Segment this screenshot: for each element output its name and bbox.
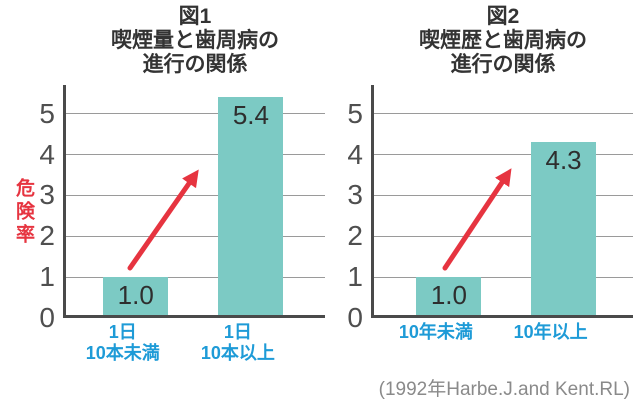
gridline (65, 113, 325, 115)
x-category-label: 1日 10本未満 (85, 322, 160, 363)
y-tick-label: 3 (39, 179, 55, 211)
bar-value-label: 4.3 (545, 145, 582, 176)
chart-figure1-smoking-amount: 図1 喫煙量と歯周病の 進行の関係 0 1 2 3 4 5 1.0 1日 10本未満 5.4 1日… (39, 5, 325, 363)
y-axis-title: 危険率 (13, 178, 34, 247)
y-tick-label: 3 (347, 179, 363, 211)
y-tick-label: 4 (39, 138, 55, 170)
y-tick-label: 1 (39, 261, 55, 293)
y-tick-label: 5 (347, 97, 363, 129)
y-tick-label: 2 (347, 220, 363, 252)
x-axis-line (63, 315, 325, 318)
gridline (65, 154, 325, 155)
bar-value-label: 1.0 (117, 280, 154, 311)
x-category-label: 1日 10本以上 (200, 322, 275, 363)
y-tick-label: 1 (347, 261, 363, 293)
y-tick-label: 4 (347, 138, 363, 170)
y-tick-label: 5 (39, 97, 55, 129)
gridline (65, 235, 325, 237)
chart-title: 図2 喫煙歴と歯周病の 進行の関係 (419, 5, 587, 76)
bar: 4.3 (531, 142, 597, 318)
y-axis-line (371, 85, 374, 318)
y-tick-label: 0 (347, 302, 363, 333)
citation-text: (1992年Harbe.J.and Kent.RL) (378, 379, 630, 400)
gridline (373, 154, 633, 155)
gridline (373, 276, 633, 278)
y-axis-line (63, 85, 66, 318)
bar-value-label: 5.4 (232, 100, 269, 131)
x-axis-line (371, 315, 633, 318)
gridline (373, 113, 633, 115)
gridline (65, 276, 325, 278)
gridline (65, 194, 325, 196)
bar: 1.0 (416, 277, 482, 318)
plot-area: 0 1 2 3 4 5 1.0 10年未満 4.3 10年以上 (347, 85, 633, 342)
bar: 1.0 (103, 277, 169, 318)
bar-value-label: 1.0 (430, 280, 467, 311)
x-category-label: 10年未満 (398, 322, 473, 342)
bar: 5.4 (218, 97, 284, 318)
y-tick-label: 2 (39, 220, 55, 252)
chart-figure2-smoking-history: 図2 喫煙歴と歯周病の 進行の関係 0 1 2 3 4 5 1.0 10年未満 4.3 10年以上 (330, 0, 640, 410)
x-category-label: 10年以上 (513, 322, 588, 342)
y-tick-label: 0 (39, 302, 55, 333)
chart-title: 図1 喫煙量と歯周病の 進行の関係 (111, 5, 279, 76)
plot-area: 0 1 2 3 4 5 1.0 1日 10本未満 5.4 1日 10本以上 (39, 85, 325, 363)
